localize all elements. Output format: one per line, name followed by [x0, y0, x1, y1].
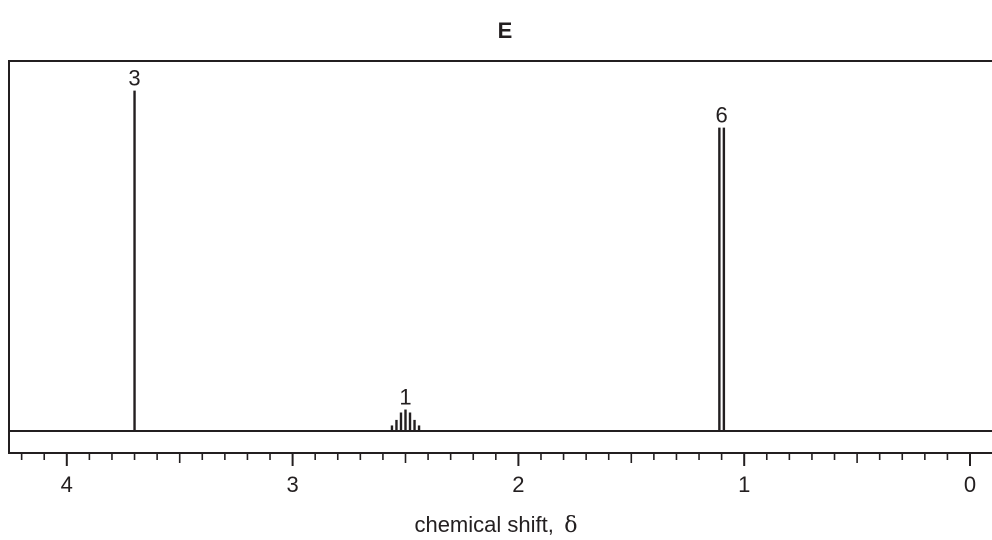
peak-integration-labels: 3 1 6 — [128, 66, 727, 410]
x-axis-delta-symbol: δ — [564, 513, 577, 538]
peak-label: 6 — [715, 103, 727, 128]
plot-frame — [8, 60, 992, 454]
x-axis-tick-labels: 4 3 2 1 0 — [61, 472, 976, 497]
x-tick-label: 1 — [738, 472, 750, 497]
x-axis-title: chemical shift, δ — [414, 512, 577, 538]
x-tick-label: 2 — [512, 472, 524, 497]
peak-label: 3 — [128, 66, 140, 91]
x-tick-label: 3 — [286, 472, 298, 497]
x-tick-label: 0 — [964, 472, 976, 497]
x-tick-label: 4 — [61, 472, 73, 497]
spectrum-peaks — [133, 90, 726, 431]
chart-title: E — [498, 18, 513, 43]
peak-label: 1 — [399, 385, 411, 410]
x-axis-ticks — [20, 453, 971, 466]
x-axis-title-text: chemical shift, — [414, 512, 553, 537]
